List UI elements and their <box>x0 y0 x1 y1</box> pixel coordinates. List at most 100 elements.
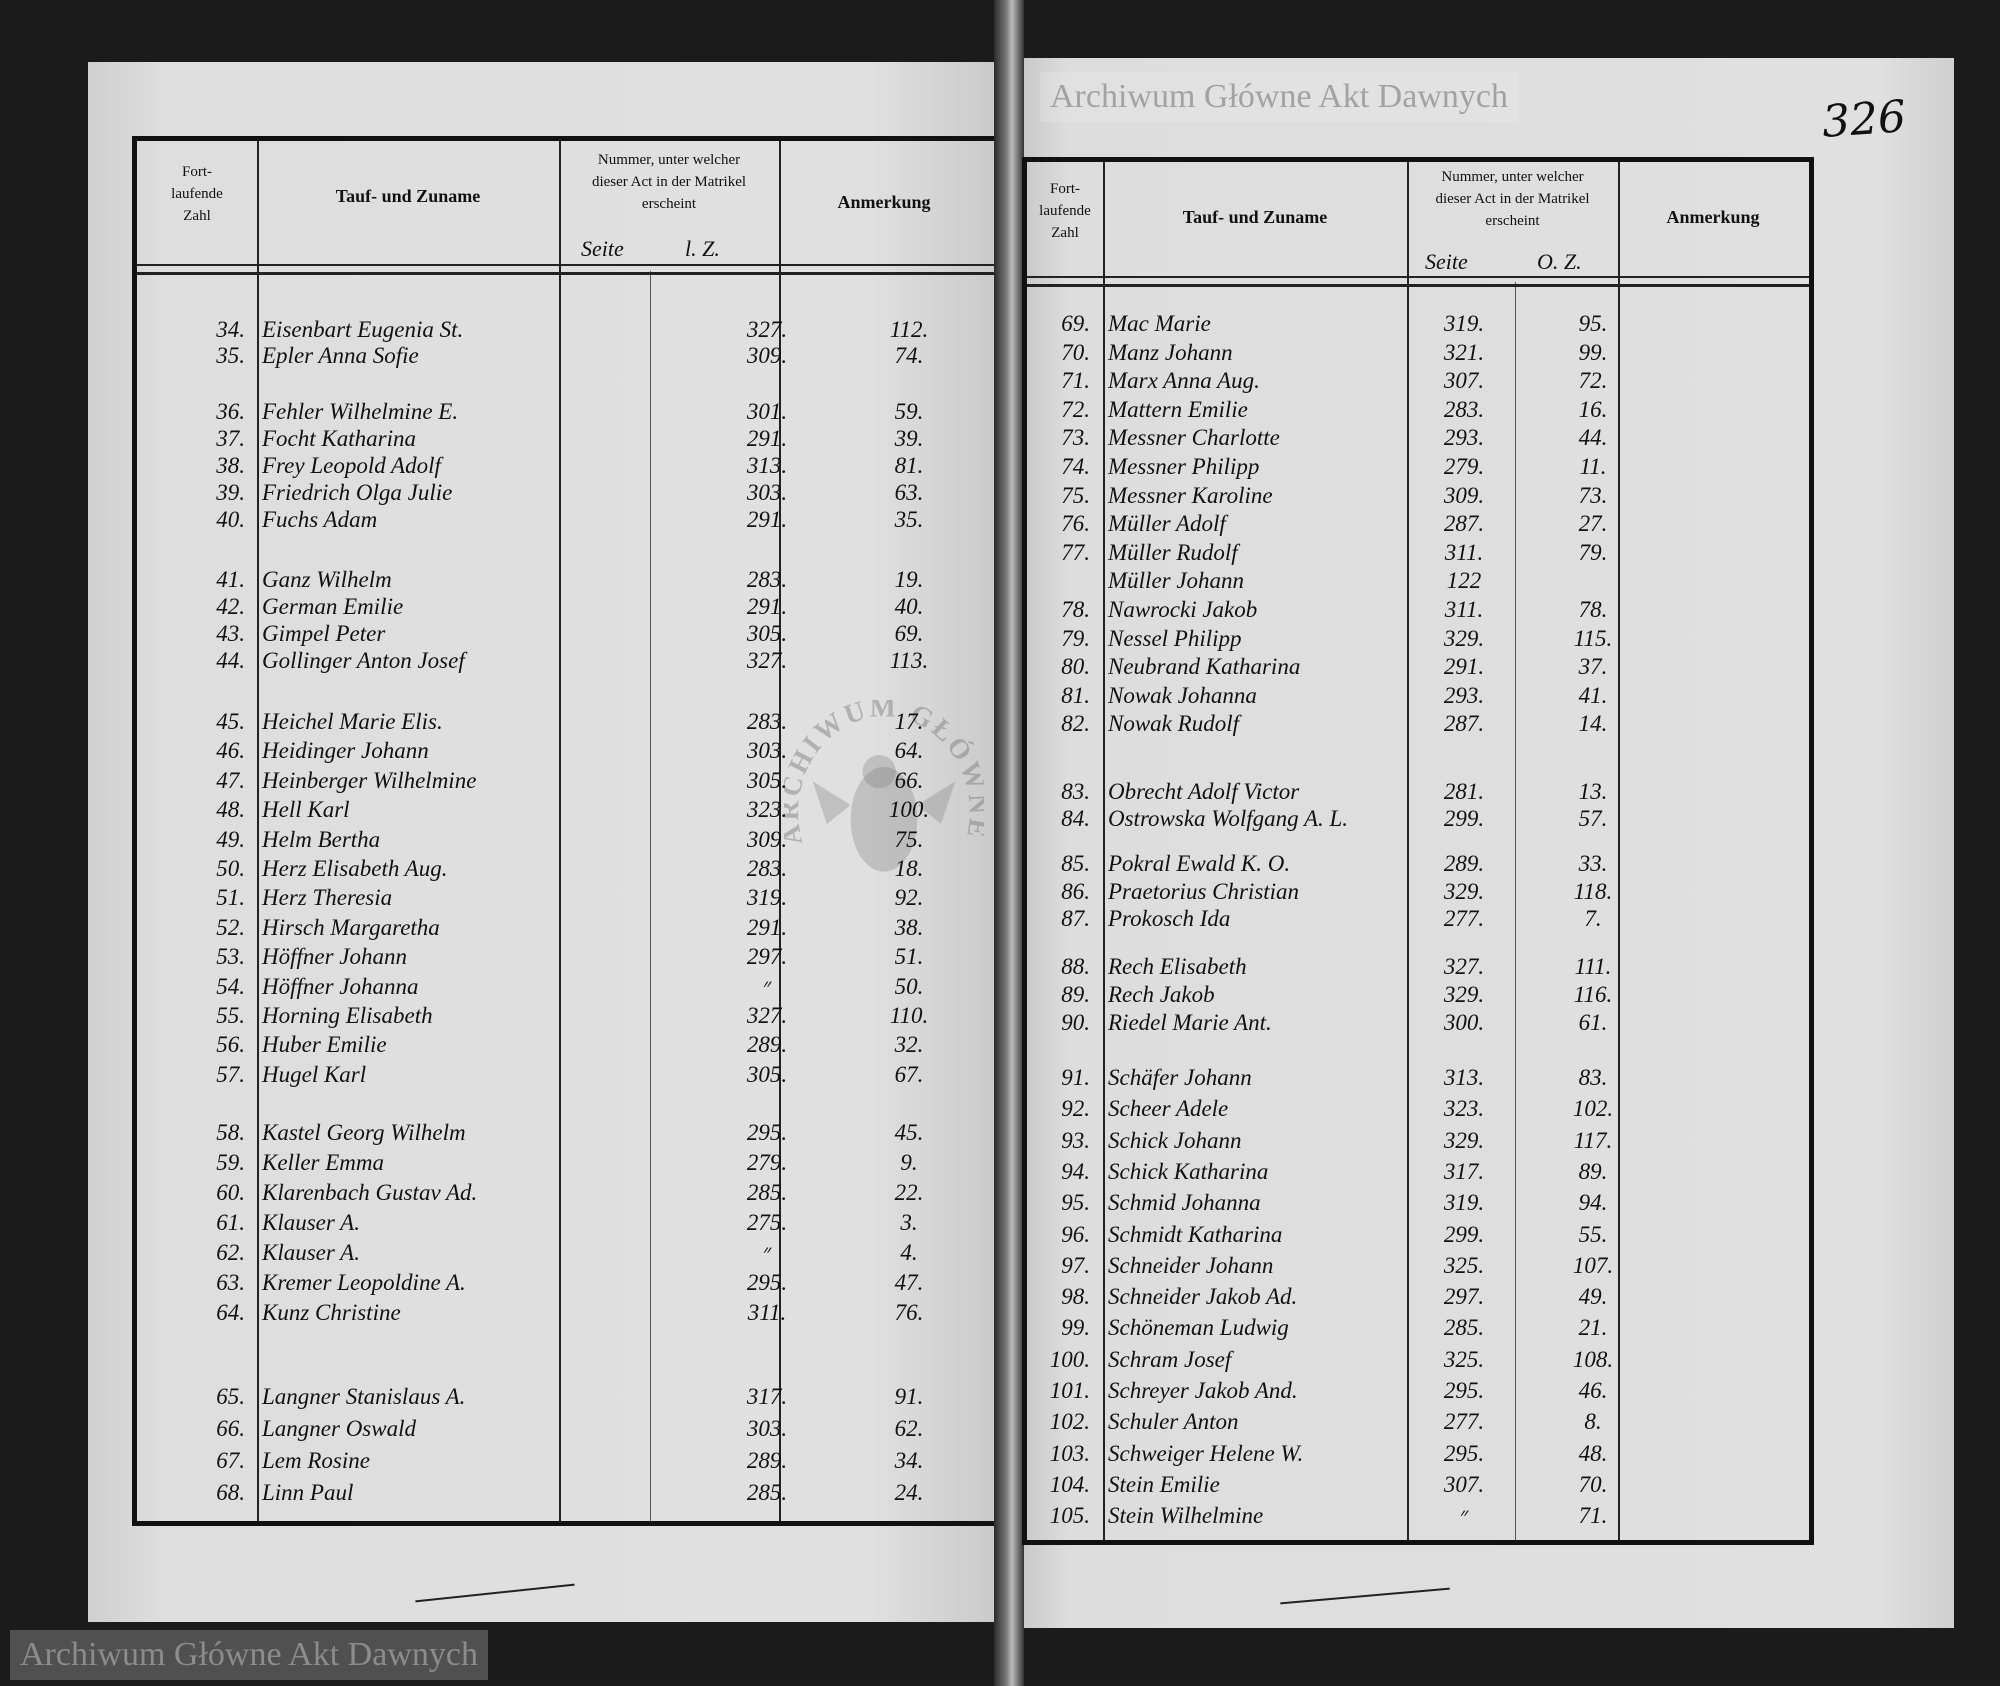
entry-number: 45. <box>216 709 245 734</box>
matrikel-seite: 281. <box>1443 779 1485 804</box>
matrikel-lz: 100. <box>888 797 930 823</box>
entry-number: 105. <box>1049 1503 1090 1529</box>
matrikel-lz: 81. <box>894 453 924 478</box>
matrikel-lz: 62. <box>894 1416 924 1441</box>
entry-name: Gimpel Peter <box>262 621 386 646</box>
entry-name: Friedrich Olga Julie <box>262 480 453 505</box>
entry-name: German Emilie <box>262 594 404 619</box>
entry-name: Klauser A. <box>262 1240 360 1265</box>
entry-name: Helm Bertha <box>262 826 381 852</box>
matrikel-lz: 45. <box>894 1120 924 1145</box>
entry-number: 62. <box>216 1240 245 1265</box>
entry-name: Nowak Rudolf <box>1108 711 1239 737</box>
matrikel-lz: 41. <box>1578 682 1608 708</box>
matrikel-lz: 95. <box>1578 311 1608 336</box>
entry-number: 75. <box>1061 482 1090 508</box>
entry-number: 54. <box>216 973 245 999</box>
matrikel-seite: 289. <box>746 1448 788 1473</box>
entry-name: Schmidt Katharina <box>1108 1221 1283 1247</box>
matrikel-seite: 299. <box>1443 1221 1485 1247</box>
matrikel-seite: 275. <box>746 1210 788 1235</box>
entry-name: Rech Jakob <box>1108 982 1215 1007</box>
entry-name: Neubrand Katharina <box>1108 654 1301 680</box>
matrikel-lz: 72. <box>1578 368 1608 394</box>
entry-number: 99. <box>1061 1315 1090 1341</box>
matrikel-lz: 117. <box>1573 1127 1613 1153</box>
matrikel-lz: 50. <box>894 973 924 999</box>
entry-name: Heidinger Johann <box>262 738 429 764</box>
entry-name: Höffner Johann <box>262 944 408 970</box>
matrikel-seite: 277. <box>1443 906 1485 931</box>
entry-number: 74. <box>1061 454 1090 479</box>
entry-name: Höffner Johanna <box>262 973 419 999</box>
matrikel-lz: 99. <box>1578 339 1608 365</box>
entry-name: Frey Leopold Adolf <box>262 453 441 478</box>
matrikel-seite: 317. <box>1443 1158 1485 1184</box>
entry-name: Marx Anna Aug. <box>1108 368 1260 394</box>
matrikel-seite: 283. <box>1443 396 1485 422</box>
matrikel-seite: ״ <box>1459 1503 1469 1529</box>
entry-name: Schuler Anton <box>1108 1409 1239 1435</box>
entry-name: Schick Johann <box>1108 1127 1242 1153</box>
entry-number: 91. <box>1061 1065 1090 1090</box>
matrikel-seite: 287. <box>1443 511 1485 537</box>
entry-name: Stein Wilhelmine <box>1108 1503 1264 1529</box>
matrikel-lz: 9. <box>900 1150 918 1175</box>
entry-name: Messner Philipp <box>1108 454 1260 479</box>
entry-name: Lem Rosine <box>262 1448 370 1473</box>
matrikel-lz: 3. <box>900 1210 918 1235</box>
entry-number: 39. <box>216 480 245 505</box>
entry-number: 53. <box>216 944 245 970</box>
entry-name: Ganz Wilhelm <box>262 567 392 592</box>
entry-number: 100. <box>1049 1346 1090 1372</box>
entry-name: Klauser A. <box>262 1210 360 1235</box>
entry-number: 47. <box>216 767 245 793</box>
entry-name: Kunz Christine <box>262 1300 401 1325</box>
matrikel-seite: 307. <box>1443 368 1485 394</box>
matrikel-lz: 76. <box>894 1300 924 1325</box>
entry-name: Kastel Georg Wilhelm <box>262 1120 466 1145</box>
matrikel-seite: 291. <box>746 426 788 451</box>
entry-number: 34. <box>216 317 245 342</box>
matrikel-seite: 293. <box>1443 682 1485 708</box>
entry-number: 83. <box>1061 779 1090 804</box>
entry-number: 51. <box>216 885 245 911</box>
matrikel-seite: 279. <box>746 1150 788 1175</box>
matrikel-lz: 27. <box>1578 511 1608 537</box>
matrikel-seite: 285. <box>746 1180 788 1205</box>
header-number-column: Fort-laufende Zahl <box>1039 181 1091 241</box>
matrikel-seite: 323. <box>1443 1096 1485 1122</box>
matrikel-seite: ״ <box>762 1240 772 1265</box>
entry-number: 80. <box>1061 654 1090 680</box>
subheader-lz: O. Z. <box>1537 249 1582 274</box>
matrikel-lz: 75. <box>894 826 924 852</box>
matrikel-seite: 313. <box>1443 1065 1485 1090</box>
matrikel-seite: 319. <box>746 885 788 911</box>
entry-number: 90. <box>1061 1010 1090 1035</box>
matrikel-lz: 17. <box>894 709 924 734</box>
entry-number: 84. <box>1061 806 1090 831</box>
matrikel-seite: 329. <box>1443 625 1485 651</box>
matrikel-seite: 289. <box>1443 851 1485 876</box>
entry-name: Schreyer Jakob And. <box>1108 1378 1298 1403</box>
matrikel-lz: 118. <box>1573 878 1613 904</box>
matrikel-seite: 297. <box>1443 1284 1485 1310</box>
matrikel-lz: 89. <box>1578 1158 1608 1184</box>
entry-number: 82. <box>1061 711 1090 737</box>
matrikel-lz: 59. <box>894 399 924 424</box>
entry-number: 60. <box>216 1180 245 1205</box>
right-page <box>1012 58 1954 1628</box>
matrikel-seite: 291. <box>746 507 788 532</box>
matrikel-seite: 295. <box>1443 1440 1485 1466</box>
entry-name: Müller Rudolf <box>1108 539 1238 565</box>
matrikel-lz: 64. <box>894 738 924 764</box>
left-page <box>88 62 1008 1622</box>
matrikel-lz: 67. <box>894 1061 924 1087</box>
matrikel-lz: 18. <box>894 856 924 881</box>
entry-number: 59. <box>216 1150 245 1175</box>
entry-number: 50. <box>216 856 245 881</box>
matrikel-seite: 285. <box>746 1480 788 1505</box>
matrikel-seite: 325. <box>1443 1252 1485 1278</box>
register-table-right: Fort-laufende Zahl Tauf- und Zuname Numme… <box>1022 157 1814 1545</box>
entry-number: 44. <box>216 648 245 673</box>
